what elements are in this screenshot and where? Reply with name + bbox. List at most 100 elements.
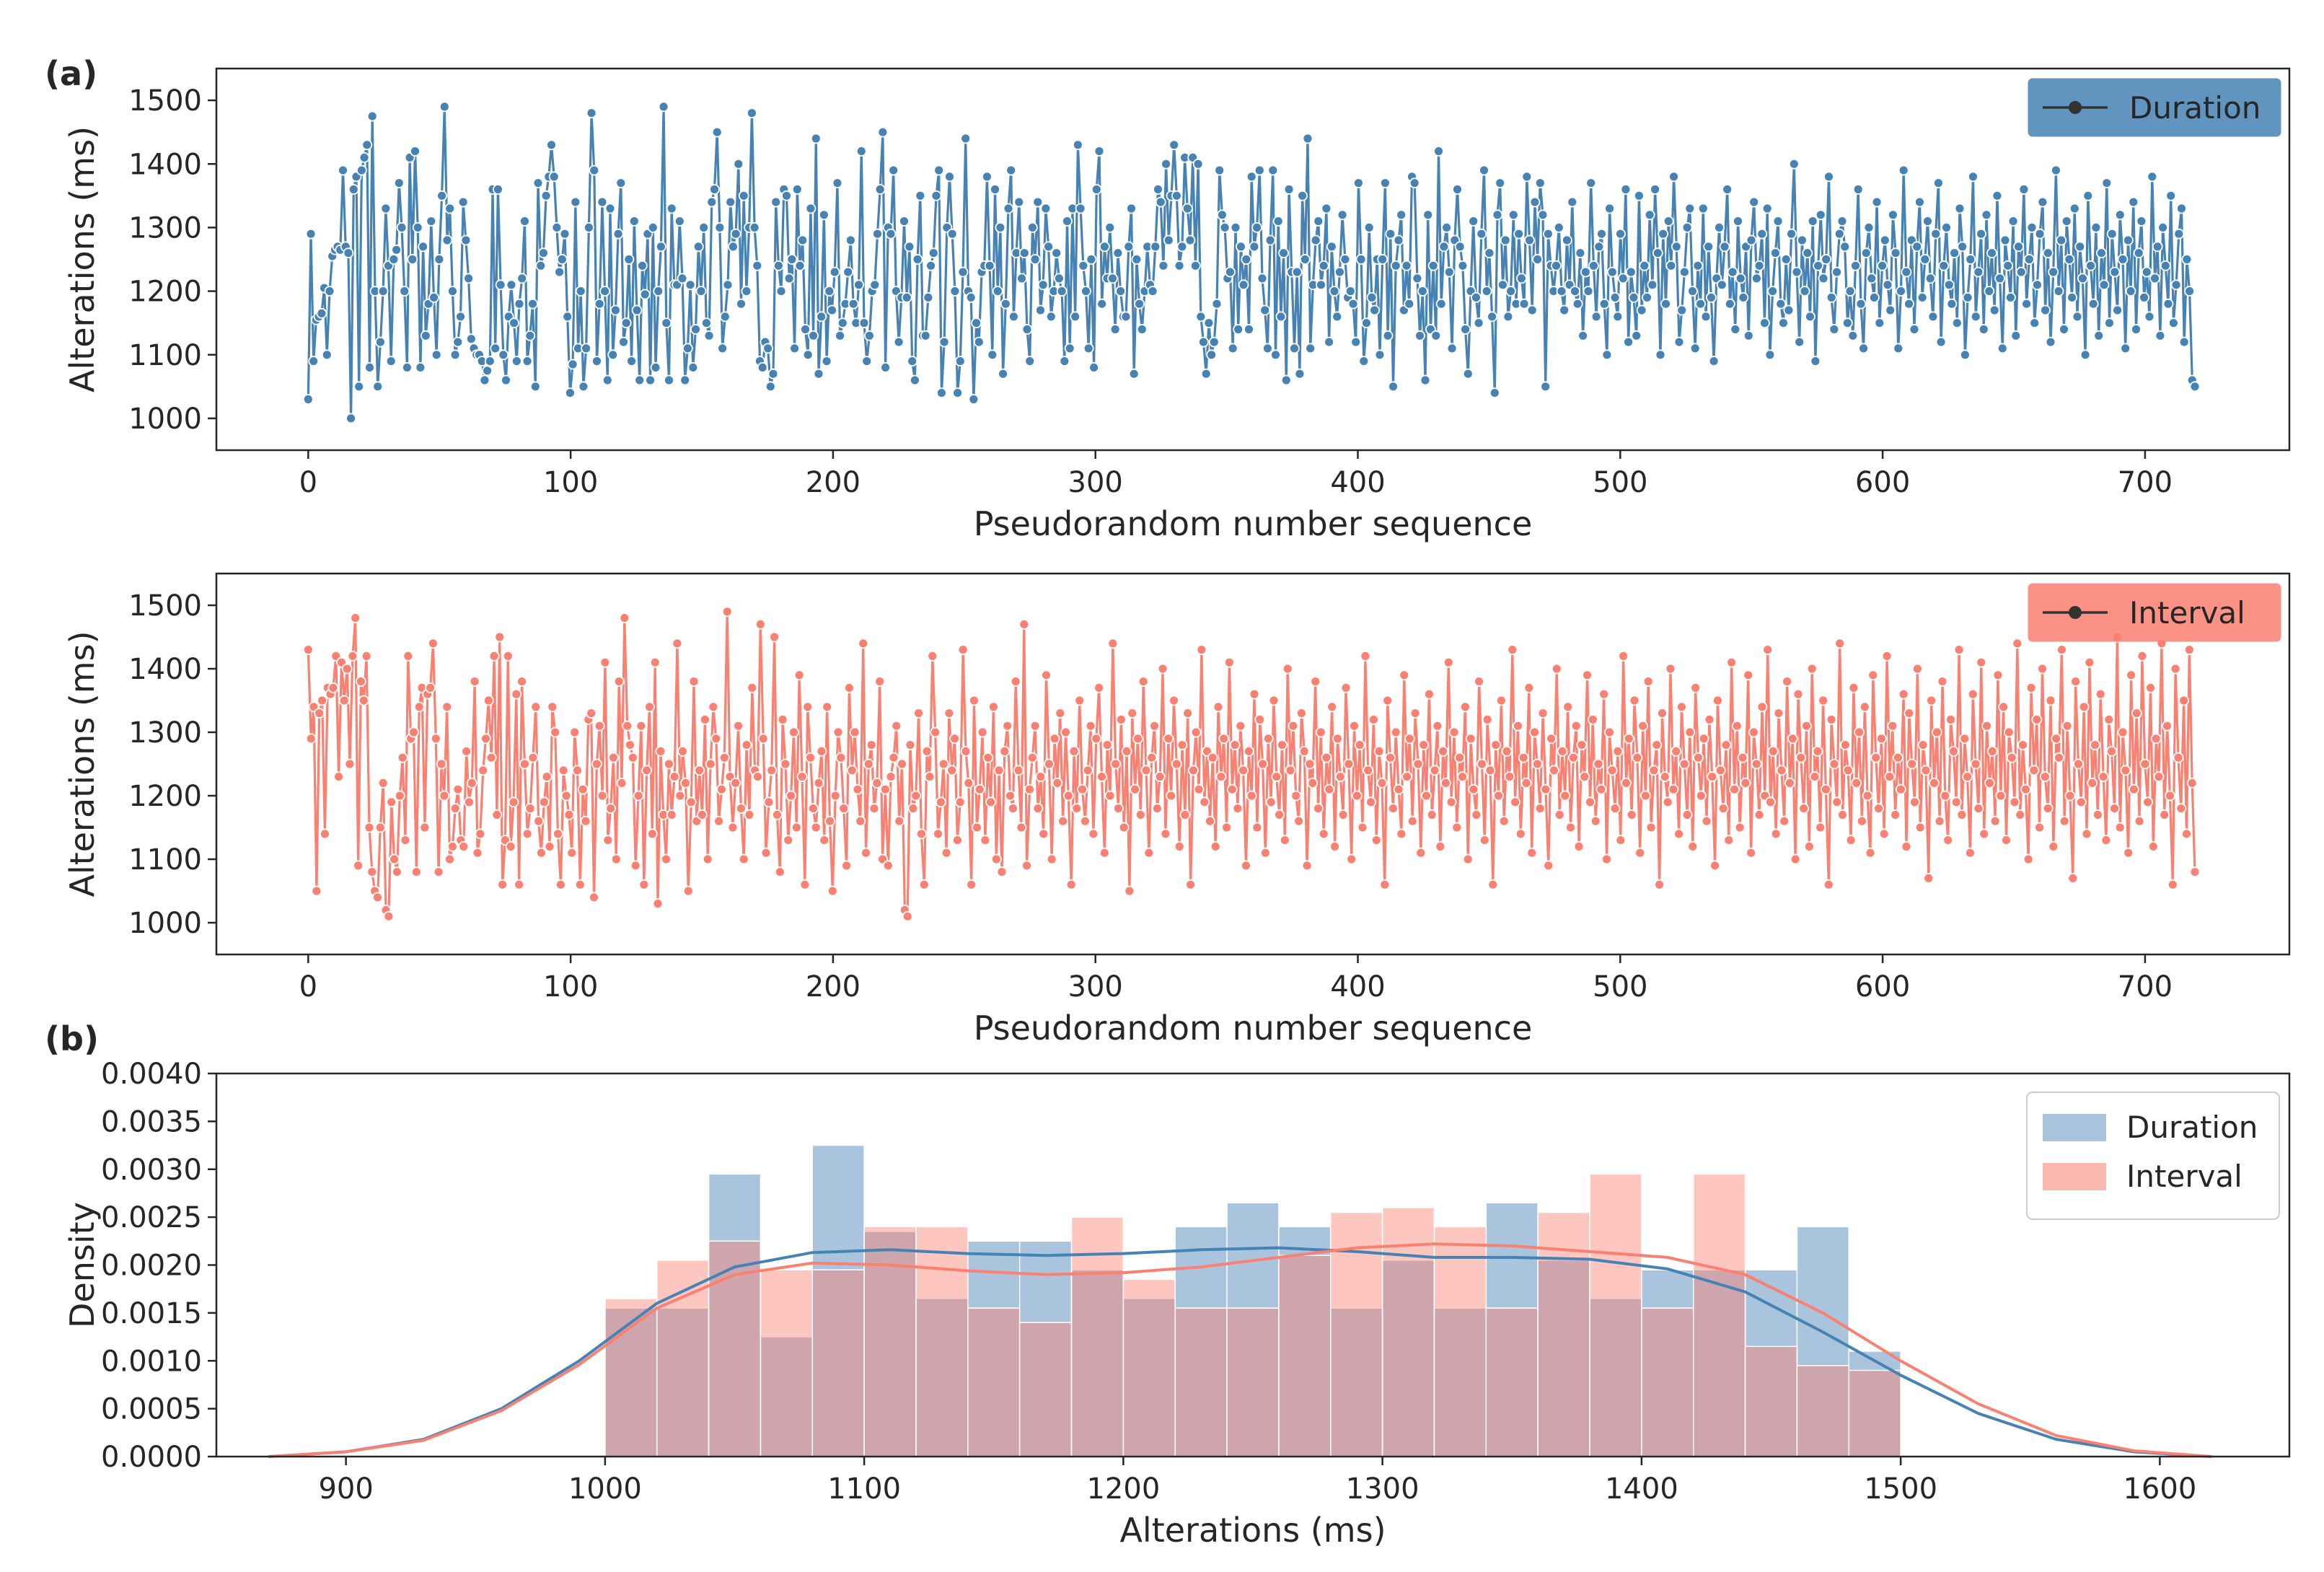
data-point xyxy=(420,330,431,341)
data-point xyxy=(1520,778,1532,789)
data-point xyxy=(1898,164,1909,176)
data-point xyxy=(1238,765,1249,776)
data-point xyxy=(1648,765,1660,776)
data-point xyxy=(1546,733,1557,745)
data-point xyxy=(565,387,576,398)
data-point xyxy=(1976,657,1987,668)
data-point xyxy=(1046,853,1057,865)
data-point xyxy=(305,733,317,745)
data-point xyxy=(1727,266,1738,278)
data-point xyxy=(1404,733,1415,745)
data-point xyxy=(546,139,557,151)
data-point xyxy=(2023,254,2035,265)
data-point xyxy=(1626,809,1637,820)
data-point xyxy=(385,356,397,367)
data-point xyxy=(1942,835,1954,846)
data-point xyxy=(449,349,461,361)
data-point xyxy=(1355,254,1367,265)
data-point xyxy=(1212,701,1224,713)
data-point xyxy=(1973,266,1984,278)
data-point xyxy=(444,853,455,865)
data-point xyxy=(321,349,333,361)
data-point xyxy=(957,644,969,655)
data-point xyxy=(1559,304,1570,316)
data-point xyxy=(630,860,641,871)
data-point xyxy=(1612,746,1624,757)
data-point xyxy=(982,171,992,183)
data-point xyxy=(1026,752,1038,763)
data-point xyxy=(650,361,661,373)
data-point xyxy=(460,234,472,246)
data-point xyxy=(1748,726,1759,738)
data-point xyxy=(1357,822,1368,833)
data-point xyxy=(1562,701,1574,713)
data-point xyxy=(974,783,985,795)
data-point xyxy=(799,879,811,890)
data-point xyxy=(1515,828,1526,840)
y-tick-label: 1200 xyxy=(128,276,202,309)
data-point xyxy=(505,841,516,852)
x-tick-label: 700 xyxy=(2118,466,2173,499)
data-point xyxy=(1082,765,1093,776)
data-point xyxy=(1828,758,1840,770)
data-point xyxy=(1083,343,1094,354)
data-point xyxy=(1920,765,1932,776)
data-point xyxy=(439,101,450,113)
x-axis-label: Pseudorandom number sequence xyxy=(974,504,1533,543)
data-point xyxy=(402,361,413,373)
data-point xyxy=(1502,311,1514,322)
data-point xyxy=(936,387,947,398)
data-point xyxy=(968,394,980,405)
data-point xyxy=(1826,291,1837,303)
data-point xyxy=(1595,783,1607,795)
data-point xyxy=(1064,343,1075,354)
data-point xyxy=(1120,311,1132,322)
data-point xyxy=(1673,828,1685,840)
data-point xyxy=(1235,720,1246,732)
data-point xyxy=(1642,676,1654,687)
data-point xyxy=(736,803,747,814)
data-point xyxy=(1136,324,1148,335)
data-point xyxy=(1388,803,1399,814)
data-point xyxy=(1370,835,1382,846)
data-point xyxy=(560,790,572,802)
data-point xyxy=(1805,311,1815,322)
data-point xyxy=(1208,336,1220,348)
data-point xyxy=(1471,809,1482,820)
data-point xyxy=(1642,291,1652,303)
data-point xyxy=(2072,311,2083,322)
data-point xyxy=(1401,260,1412,271)
data-point xyxy=(1016,273,1027,284)
data-point xyxy=(1086,254,1097,265)
data-point xyxy=(716,783,727,795)
data-point xyxy=(1065,879,1077,890)
data-point xyxy=(1526,304,1538,316)
data-point xyxy=(1647,279,1658,291)
data-point xyxy=(419,822,431,833)
data-point xyxy=(1834,228,1845,240)
data-point xyxy=(465,333,477,345)
data-point xyxy=(794,260,806,271)
data-point xyxy=(494,631,506,643)
duration-line-chart: 0 100 200 300 400 500 600 700 1000 1100 1200 1300 14… xyxy=(63,67,2291,543)
data-point xyxy=(628,752,638,763)
data-point xyxy=(1684,726,1696,738)
data-point xyxy=(1836,216,1848,227)
data-point xyxy=(570,196,581,208)
data-point xyxy=(1107,273,1118,284)
data-point xyxy=(1858,343,1870,354)
data-point xyxy=(410,866,422,877)
data-point xyxy=(1984,778,1995,789)
data-point xyxy=(1909,324,1920,335)
data-point xyxy=(736,298,747,309)
data-point xyxy=(1708,356,1720,367)
data-point xyxy=(1021,324,1033,335)
data-point xyxy=(1369,304,1380,316)
data-point xyxy=(1196,644,1207,655)
data-point xyxy=(904,241,915,253)
data-point xyxy=(1476,758,1487,770)
data-point xyxy=(1107,638,1119,649)
data-point xyxy=(674,790,686,802)
data-point xyxy=(907,803,919,814)
data-point xyxy=(1318,260,1329,271)
